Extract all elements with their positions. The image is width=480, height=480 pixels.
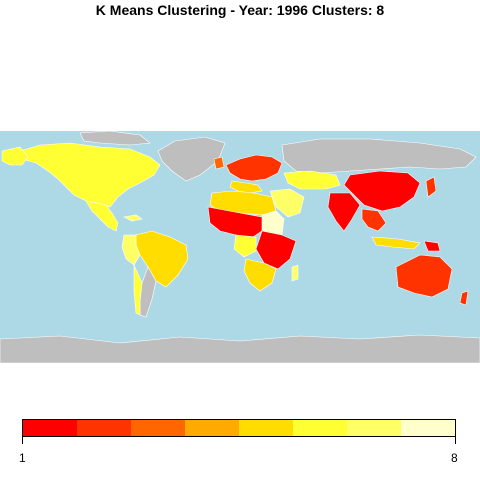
legend-tick-min [22, 437, 23, 444]
region-congo [233, 234, 257, 258]
region-papua [423, 240, 441, 252]
region-chile [133, 264, 143, 316]
color-legend [22, 419, 456, 437]
region-western-europe [225, 154, 283, 182]
legend-swatch-4 [185, 420, 239, 436]
legend-swatch-5 [239, 420, 293, 436]
region-alaska [1, 146, 29, 166]
legend-swatch-8 [401, 420, 455, 436]
region-india [327, 192, 361, 232]
legend-swatch-1 [23, 420, 77, 436]
region-east-africa [255, 230, 297, 270]
legend-swatch-3 [131, 420, 185, 436]
region-north-america [19, 142, 161, 208]
region-middle-east [269, 188, 305, 218]
legend-swatch-2 [77, 420, 131, 436]
region-southeast-asia [361, 208, 387, 232]
region-new-zealand [459, 290, 469, 306]
region-mexico [85, 200, 119, 232]
region-andes [121, 234, 141, 266]
region-china [343, 170, 421, 212]
legend-swatch-7 [347, 420, 401, 436]
map-title: K Means Clustering - Year: 1996 Clusters… [95, 2, 385, 18]
region-arctic-islands [79, 130, 151, 146]
legend-tick-max [455, 437, 456, 444]
region-southern-africa [243, 258, 277, 292]
region-greenland [157, 136, 226, 182]
legend-min-label: 1 [19, 451, 26, 465]
region-central-asia [283, 170, 341, 190]
region-southern-europe [229, 180, 263, 194]
region-japan [425, 176, 437, 198]
region-caribbean [123, 214, 143, 222]
legend-max-label: 8 [451, 451, 458, 465]
legend-color-bar [22, 419, 456, 437]
region-madagascar [291, 264, 299, 282]
legend-swatch-6 [293, 420, 347, 436]
region-uk [213, 156, 225, 170]
region-australia [395, 254, 453, 298]
world-map-svg [0, 130, 480, 364]
region-indonesia [371, 236, 421, 250]
world-map [0, 130, 480, 364]
